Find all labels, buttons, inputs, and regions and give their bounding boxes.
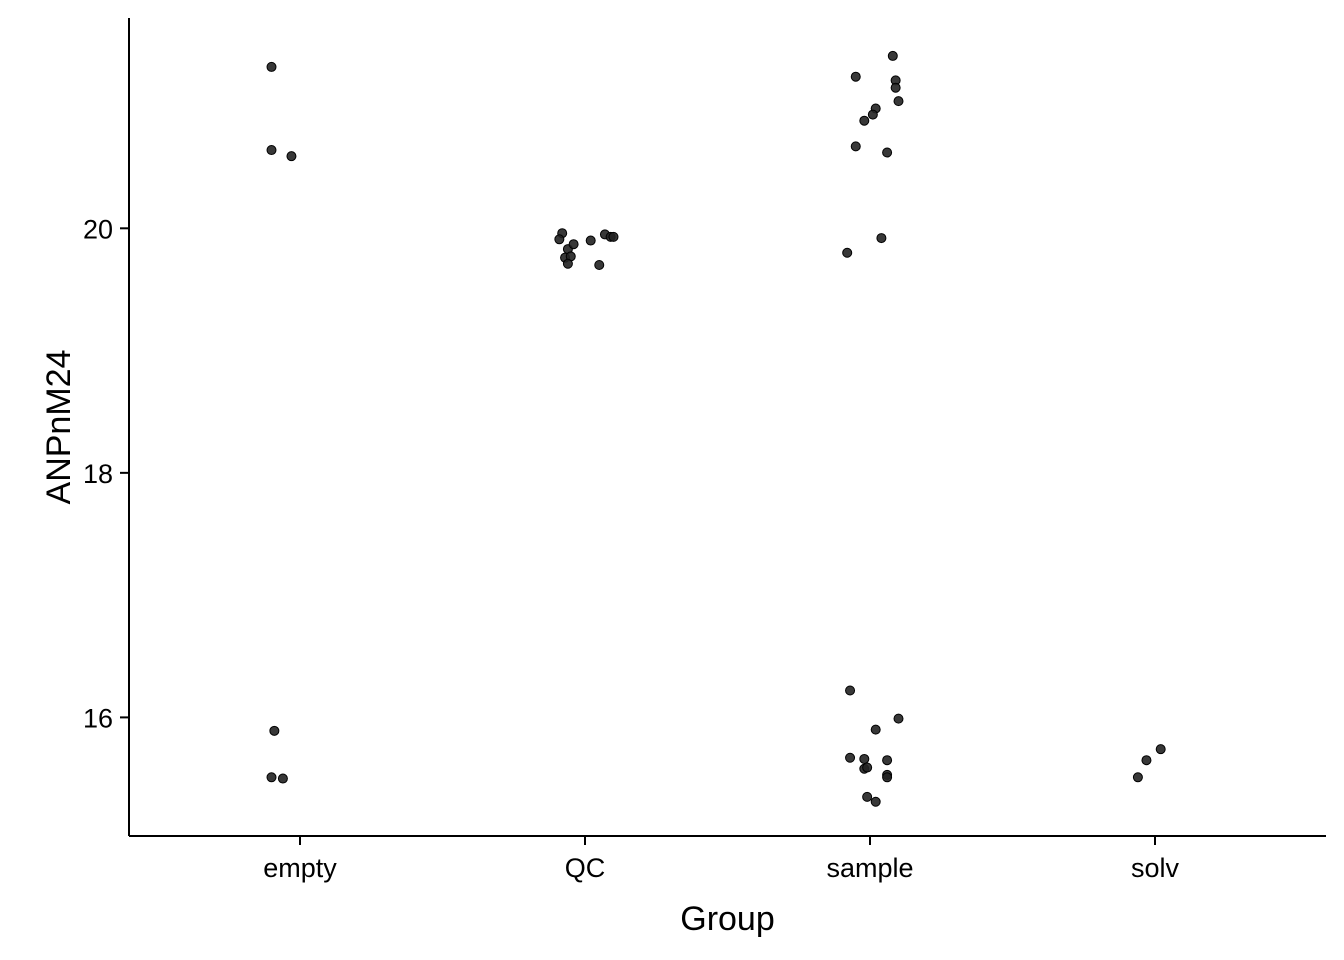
data-point: [862, 762, 873, 773]
x-tick-label: solv: [1131, 853, 1180, 883]
data-point: [554, 234, 565, 245]
data-point: [893, 713, 904, 724]
data-point: [842, 247, 853, 258]
data-point: [845, 685, 856, 696]
data-point: [882, 772, 893, 783]
data-point: [882, 147, 893, 158]
y-tick-label: 18: [83, 459, 113, 489]
data-point: [850, 141, 861, 152]
y-axis-ticks: 16 18 20: [83, 214, 129, 733]
data-point: [562, 258, 573, 269]
data-point: [859, 115, 870, 126]
x-axis-ticks: empty QC sample solv: [263, 836, 1180, 883]
data-point: [876, 233, 887, 244]
data-point: [870, 796, 881, 807]
data-point: [882, 755, 893, 766]
data-point: [266, 145, 277, 156]
data-point: [890, 82, 901, 93]
data-point: [608, 231, 619, 242]
data-point: [266, 772, 277, 783]
x-tick-label: empty: [263, 853, 337, 883]
data-point: [1132, 772, 1143, 783]
data-point: [269, 725, 280, 736]
y-tick-label: 16: [83, 703, 113, 733]
x-tick-label: QC: [565, 853, 606, 883]
data-point: [1155, 744, 1166, 755]
data-point: [887, 50, 898, 61]
data-point: [585, 235, 596, 246]
x-axis-title: Group: [680, 900, 775, 938]
data-point: [862, 791, 873, 802]
data-point: [1141, 755, 1152, 766]
x-tick-label: sample: [826, 853, 913, 883]
data-point: [286, 151, 297, 162]
data-point: [568, 239, 579, 250]
data-point: [859, 753, 870, 764]
data-point: [845, 752, 856, 763]
data-point: [850, 71, 861, 82]
data-point: [594, 259, 605, 270]
data-point: [893, 96, 904, 107]
data-point: [867, 109, 878, 120]
y-axis-title: ANPnM24: [40, 350, 78, 505]
data-point: [277, 773, 288, 784]
data-point: [266, 61, 277, 72]
points-layer: [266, 50, 1166, 807]
y-tick-label: 20: [83, 214, 113, 244]
data-point: [870, 724, 881, 735]
